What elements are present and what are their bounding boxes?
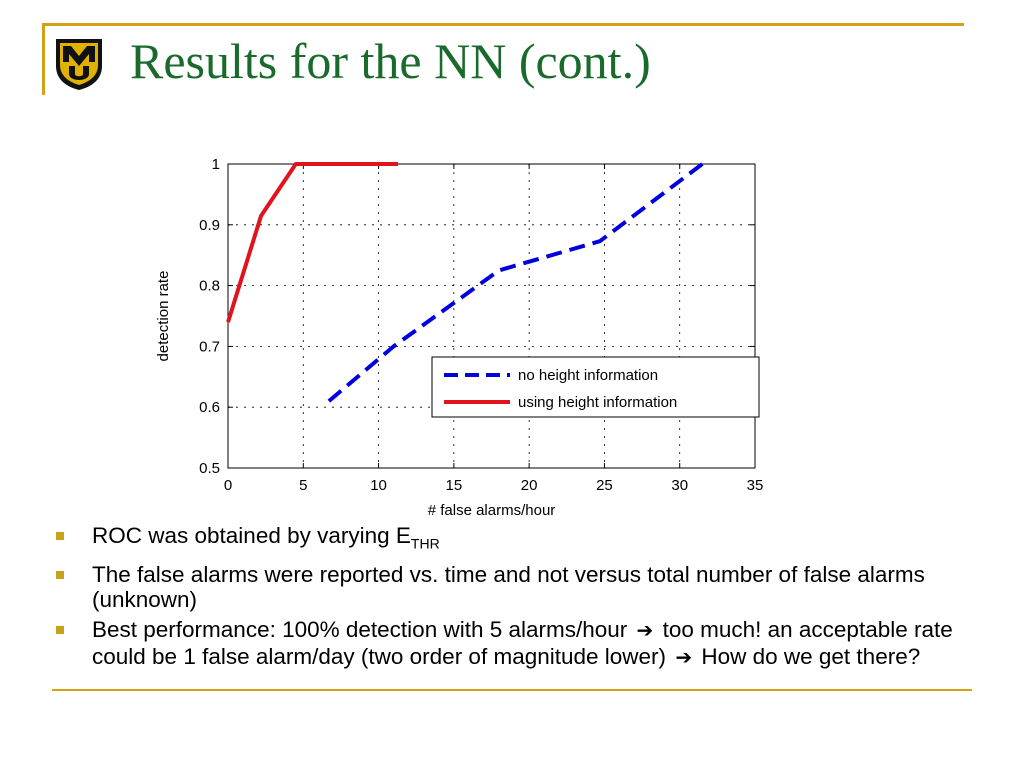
- x-tick-label: 15: [446, 477, 463, 494]
- y-tick-label: 0.7: [199, 338, 220, 355]
- y-tick-label: 0.9: [199, 217, 220, 234]
- y-tick-label: 0.8: [199, 278, 220, 295]
- axis-ticks: 0 5 10 15 20 25 30 35 0.5 0.6 0.7 0.8 0.9 1: [199, 156, 763, 494]
- arrow-icon: ➔: [636, 619, 654, 642]
- bullet-text: The false alarms were reported vs. time …: [92, 561, 925, 612]
- bullet-text: Best performance: 100% detection with 5 …: [92, 616, 628, 642]
- series-line: [226, 162, 399, 323]
- x-tick-label: 35: [747, 477, 764, 494]
- bullet-item: ROC was obtained by varying ETHR: [56, 523, 956, 557]
- bullet-marker: [56, 625, 64, 634]
- bullet-marker: [56, 532, 64, 540]
- y-tick-label: 1: [212, 156, 220, 173]
- legend-label: using height information: [518, 394, 677, 411]
- bullet-text: How do we get there?: [701, 643, 921, 669]
- arrow-icon: ➔: [675, 646, 693, 669]
- university-logo: [56, 39, 102, 90]
- bullet-text: ROC was obtained by varying E: [92, 523, 411, 548]
- bullet-text: too much! an acceptable rate could be 1 …: [92, 616, 953, 669]
- plot-frame: [227, 163, 756, 469]
- top-rule: [42, 23, 964, 26]
- roc-chart: 0 5 10 15 20 25 30 35 0.5 0.6 0.7 0.8 0.9 1 no height…: [155, 156, 763, 519]
- x-axis-label: # false alarms/hour: [428, 502, 556, 519]
- series-lines: [226, 162, 704, 403]
- series-line: [327, 162, 704, 403]
- y-axis-label: detection rate: [155, 271, 172, 362]
- bullet-subscript: THR: [410, 535, 440, 552]
- x-tick-label: 10: [370, 477, 387, 494]
- legend: no height information using height inform…: [431, 356, 760, 418]
- bullet-list: ROC was obtained by varying ETHR The fal…: [56, 523, 956, 676]
- left-rule: [42, 23, 45, 95]
- y-tick-label: 0.6: [199, 399, 220, 416]
- bullet-item: The false alarms were reported vs. time …: [56, 562, 956, 612]
- bottom-rule: [52, 689, 972, 691]
- grid-lines: [228, 164, 755, 468]
- bullet-item: Best performance: 100% detection with 5 …: [56, 617, 956, 671]
- x-tick-label: 0: [224, 477, 232, 494]
- y-tick-label: 0.5: [199, 460, 220, 477]
- x-tick-label: 30: [671, 477, 688, 494]
- bullet-marker: [56, 570, 64, 579]
- x-tick-label: 5: [299, 477, 307, 494]
- legend-label: no height information: [518, 367, 658, 384]
- x-tick-label: 20: [521, 477, 538, 494]
- legend-box: [431, 356, 760, 418]
- slide-title: Results for the NN (cont.): [130, 33, 651, 89]
- x-tick-label: 25: [596, 477, 613, 494]
